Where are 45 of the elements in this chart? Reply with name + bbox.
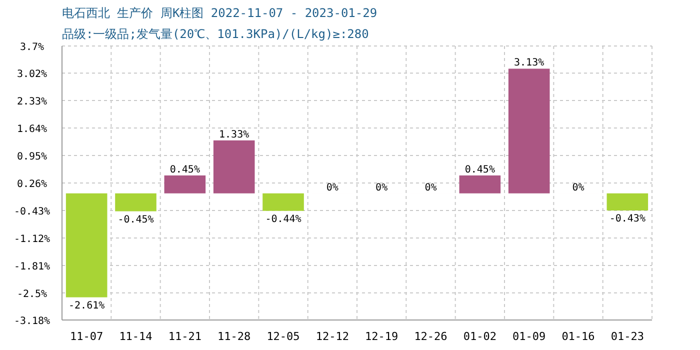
data-label: -2.61% bbox=[68, 300, 105, 312]
x-tick-label: 01-16 bbox=[562, 330, 595, 343]
x-tick-label: 12-12 bbox=[316, 330, 349, 343]
data-label: 0.45% bbox=[464, 164, 495, 176]
y-tick-label: -3.18% bbox=[14, 316, 50, 327]
y-tick-label: -0.43% bbox=[14, 206, 50, 218]
bar bbox=[262, 193, 304, 211]
x-tick-label: 01-02 bbox=[463, 330, 496, 343]
bar bbox=[459, 175, 501, 194]
x-tick-label: 01-23 bbox=[610, 330, 644, 343]
data-label: 3.13% bbox=[514, 58, 544, 69]
x-tick-label: 11-07 bbox=[70, 330, 104, 343]
y-tick-label: 0.95% bbox=[16, 152, 48, 163]
bar bbox=[606, 193, 648, 210]
data-label: -0.45% bbox=[118, 214, 154, 226]
y-tick-label: -1.12% bbox=[14, 234, 50, 245]
bar bbox=[115, 193, 156, 212]
y-tick-label: -2.5% bbox=[16, 288, 48, 300]
bar bbox=[164, 175, 206, 194]
data-label: 0% bbox=[572, 182, 584, 194]
data-label: -0.44% bbox=[265, 214, 302, 225]
x-tick-label: 11-14 bbox=[119, 330, 153, 343]
data-label: 0.45% bbox=[170, 164, 200, 176]
x-tick-label: 12-05 bbox=[266, 330, 300, 343]
bar bbox=[66, 193, 108, 298]
chart-subtitle: 品级:一级品;发气量(20℃、101.3KPa)/(L/kg)≥:280 bbox=[62, 27, 369, 41]
y-tick-label: 2.33% bbox=[16, 96, 48, 108]
bar bbox=[213, 140, 255, 194]
chart-title: 电石西北 生产价 周K柱图 2022-11-07 - 2023-01-29 bbox=[62, 6, 378, 20]
y-tick-label: 1.64% bbox=[16, 124, 48, 136]
data-label: -0.43% bbox=[609, 213, 646, 224]
x-tick-label: 12-19 bbox=[365, 330, 398, 343]
y-tick-label: 0.26% bbox=[16, 179, 48, 190]
x-tick-label: 11-21 bbox=[168, 330, 202, 343]
y-tick-label: -1.81% bbox=[14, 261, 50, 272]
x-tick-label: 01-09 bbox=[512, 330, 546, 343]
data-label: 0% bbox=[424, 182, 437, 194]
x-tick-label: 11-28 bbox=[218, 330, 251, 343]
y-tick-label: 3.02% bbox=[16, 69, 48, 80]
data-label: 1.33% bbox=[219, 129, 250, 140]
x-tick-label: 12-26 bbox=[414, 330, 448, 343]
bar bbox=[508, 68, 550, 194]
data-label: 0% bbox=[376, 182, 388, 194]
y-tick-label: 3.7% bbox=[20, 42, 44, 53]
data-label: 0% bbox=[326, 182, 338, 194]
